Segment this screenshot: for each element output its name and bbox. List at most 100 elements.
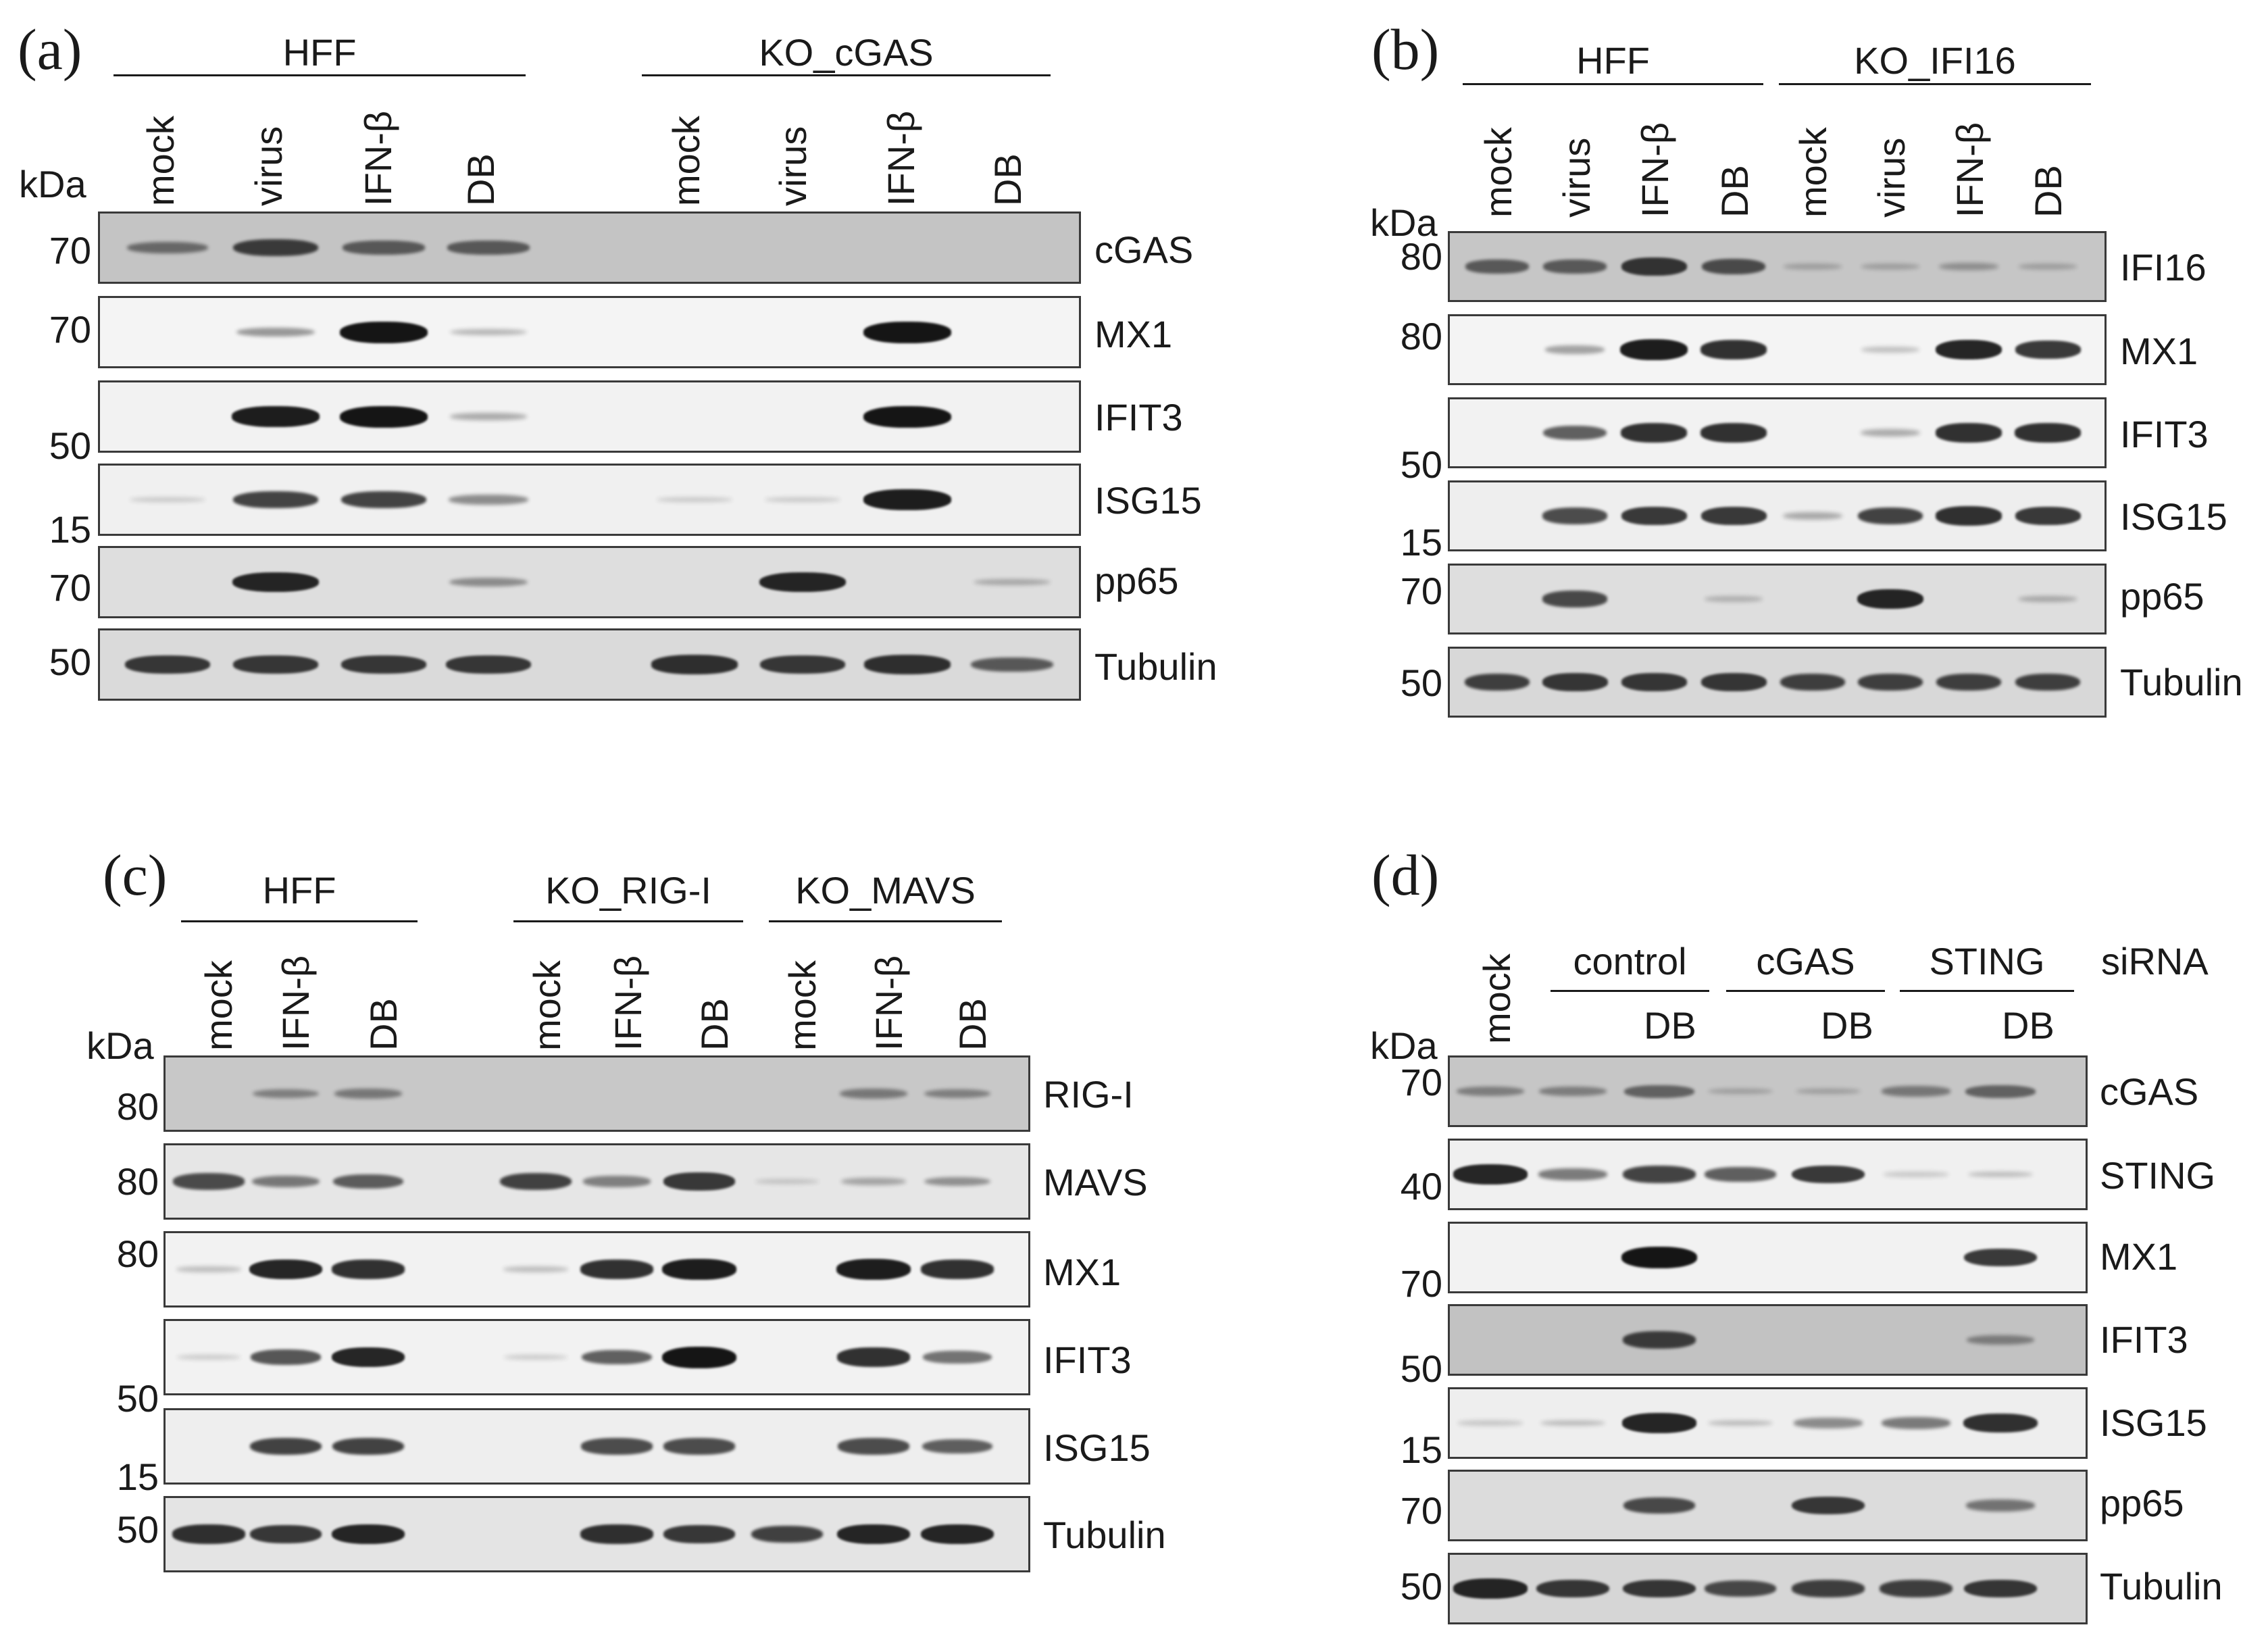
mw-marker: 80 <box>1400 315 1442 357</box>
group-line <box>181 920 418 922</box>
band-ifi16-lane-3 <box>1621 257 1687 276</box>
protein-label: IFIT3 <box>2100 1318 2188 1361</box>
group-label-hff: HFF <box>262 869 336 912</box>
band-tubulin-lane-1 <box>172 1524 245 1544</box>
lane-label: IFN-β <box>880 110 922 206</box>
band-tubulin-lane-4 <box>1704 1580 1777 1597</box>
band-cgas-lane-3 <box>1624 1085 1694 1098</box>
band-isg15-lane-5 <box>581 1438 653 1455</box>
mw-marker: 15 <box>116 1455 159 1498</box>
band-isg15-lane-8 <box>2015 507 2081 525</box>
blot-strip-mx1 <box>163 1231 1030 1307</box>
treatment-label-db: DB <box>1644 1004 1696 1047</box>
blot-strip-mx1 <box>1448 1222 2088 1293</box>
band-ifit3-lane-8 <box>2015 423 2081 443</box>
protein-label: STING <box>2100 1154 2216 1197</box>
blot-strip-isg15 <box>1448 480 2107 551</box>
band-isg15-lane-3 <box>341 491 426 509</box>
band-cgas-lane-1 <box>1456 1087 1525 1096</box>
band-isg15-lane-8 <box>838 1438 909 1455</box>
blot-strip-pp65 <box>1448 564 2107 634</box>
lane-label: DB <box>459 153 502 206</box>
band-mx1-lane-7 <box>1935 339 2002 360</box>
group-line <box>1463 83 1763 85</box>
band-isg15-lane-2 <box>1540 1420 1606 1426</box>
protein-label: ISG15 <box>1043 1426 1151 1469</box>
band-ifi16-lane-8 <box>2018 264 2077 270</box>
blot-strip-mx1 <box>98 296 1081 368</box>
band-sting-lane-3 <box>1623 1166 1696 1183</box>
band-cgas-lane-6 <box>1882 1086 1950 1097</box>
band-mx1-lane-6 <box>1861 347 1920 353</box>
band-tubulin-lane-7 <box>864 655 951 674</box>
mw-marker: 70 <box>1400 1489 1442 1532</box>
band-pp65-lane-3 <box>1623 1497 1696 1514</box>
band-ifit3-lane-4 <box>1700 423 1767 443</box>
band-mx1-lane-2 <box>1544 345 1605 354</box>
band-mx1-lane-3 <box>332 1260 405 1279</box>
mw-marker: 80 <box>116 1085 159 1128</box>
band-tubulin-lane-3 <box>331 1524 405 1545</box>
band-mx1-lane-3 <box>340 321 428 343</box>
protein-label: ISG15 <box>2120 495 2227 538</box>
band-mavs-lane-9 <box>924 1176 991 1187</box>
band-ifit3-lane-3 <box>1623 1331 1696 1349</box>
band-mx1-lane-7 <box>863 321 951 343</box>
group-label-sting: STING <box>1929 940 2045 982</box>
protein-label: Tubulin <box>2100 1565 2223 1608</box>
blot-strip-rig-i <box>163 1055 1030 1132</box>
band-mavs-lane-1 <box>173 1173 245 1190</box>
mw-marker: 15 <box>1400 1428 1442 1471</box>
blot-strip-tubulin <box>98 628 1081 701</box>
band-pp65-lane-6 <box>1857 589 1924 609</box>
band-tubulin-lane-3 <box>1622 1579 1696 1598</box>
band-ifit3-lane-9 <box>923 1351 992 1364</box>
lane-label: DB <box>693 998 736 1051</box>
band-rig-i-lane-9 <box>924 1089 991 1099</box>
band-tubulin-lane-8 <box>2015 673 2081 691</box>
band-isg15-lane-4 <box>449 494 528 505</box>
band-tubulin-lane-2 <box>249 1525 322 1543</box>
band-isg15-lane-2 <box>250 1437 322 1455</box>
band-tubulin-lane-6 <box>759 655 846 674</box>
band-ifi16-lane-1 <box>1465 259 1529 274</box>
blot-strip-pp65 <box>1448 1470 2088 1541</box>
group-label-ko-rig-i: KO_RIG-I <box>545 869 711 912</box>
group-line <box>513 920 743 922</box>
band-ifit3-lane-3 <box>331 1347 405 1368</box>
mw-marker: 70 <box>49 229 91 272</box>
panel-label: (b) <box>1371 17 1440 82</box>
lane-label: virus <box>1870 137 1913 218</box>
band-tubulin-lane-1 <box>1464 673 1530 691</box>
sirna-label: siRNA <box>2101 940 2209 982</box>
lane-label: DB <box>1713 165 1756 218</box>
mw-marker: 50 <box>116 1508 159 1551</box>
lane-label: IFN-β <box>1634 122 1676 218</box>
band-pp65-lane-2 <box>232 572 320 593</box>
mw-marker: 70 <box>1400 1061 1442 1103</box>
band-ifi16-lane-6 <box>1861 264 1920 270</box>
lane-label: DB <box>951 998 994 1051</box>
band-tubulin-lane-4 <box>445 655 532 674</box>
lane-label: IFN-β <box>1948 122 1991 218</box>
band-ifi16-lane-4 <box>1701 259 1766 274</box>
mw-marker: 15 <box>1400 521 1442 564</box>
lane-label: mock <box>197 960 240 1051</box>
band-isg15-lane-1 <box>1457 1420 1523 1426</box>
lane-label: IFN-β <box>867 955 910 1051</box>
band-mx1-lane-3 <box>1620 339 1688 360</box>
group-label-ko-ifi16: KO_IFI16 <box>1854 39 2016 82</box>
band-mavs-lane-8 <box>840 1177 907 1186</box>
band-isg15-lane-5 <box>1794 1418 1863 1428</box>
band-tubulin-lane-5 <box>580 1524 653 1544</box>
band-isg15-lane-3 <box>1621 507 1687 525</box>
protein-label: IFI16 <box>2120 246 2207 289</box>
mw-marker: 15 <box>49 508 91 551</box>
band-sting-lane-6 <box>1883 1172 1948 1177</box>
protein-label: pp65 <box>2120 575 2204 618</box>
band-isg15-lane-7 <box>863 489 951 510</box>
band-isg15-lane-5 <box>657 497 732 503</box>
blot-strip-cgas <box>98 211 1081 284</box>
band-mavs-lane-3 <box>333 1174 403 1189</box>
band-sting-lane-7 <box>1967 1171 2034 1178</box>
